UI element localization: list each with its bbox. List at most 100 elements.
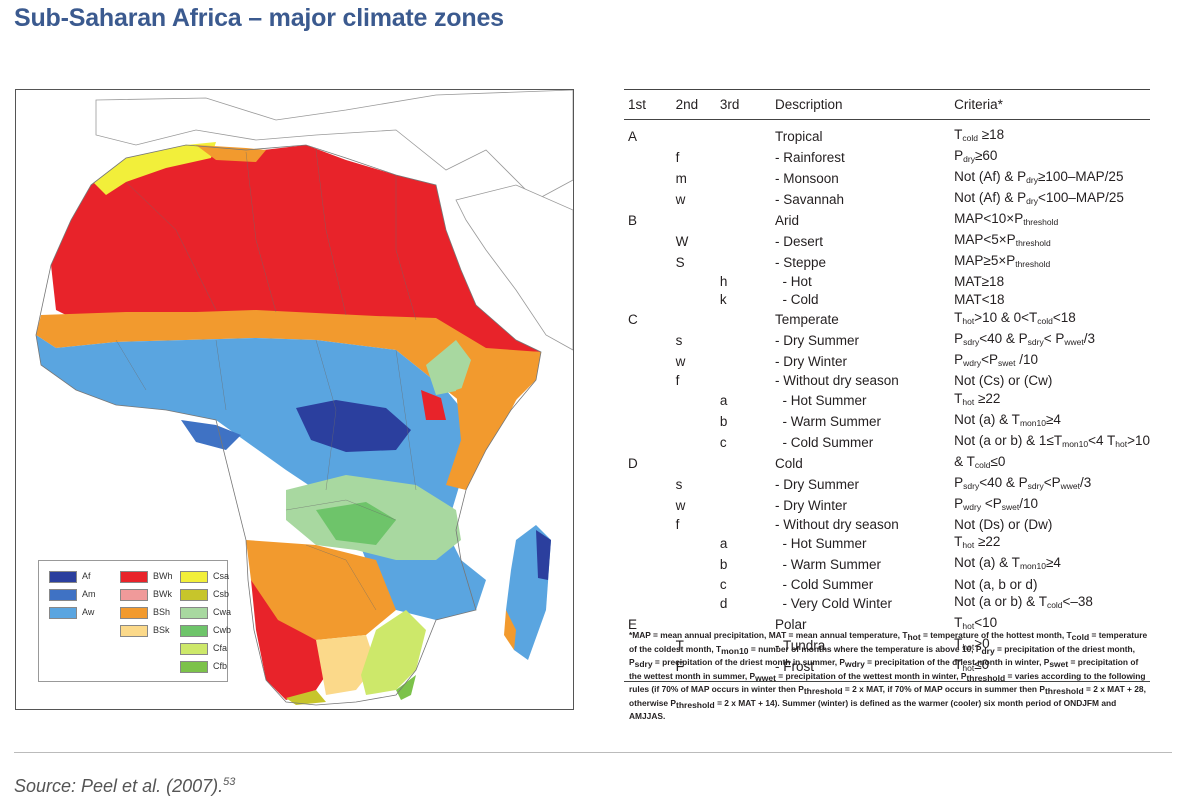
formula-text: <100–MAP/25 xyxy=(1037,190,1124,205)
code-cell xyxy=(672,411,716,432)
code-cell: f xyxy=(675,373,680,389)
subscript: hot xyxy=(962,396,975,407)
code-cell xyxy=(672,533,716,554)
formula-text: Not (a) & T xyxy=(954,411,1020,427)
description-cell: - Dry Summer xyxy=(774,476,859,492)
criteria-cell: Thot≤0 xyxy=(950,656,1150,683)
subscript: cold xyxy=(1037,315,1053,326)
zone-cfb-east xyxy=(361,610,426,695)
criteria-footnote: *MAP = mean annual precipitation, MAT = … xyxy=(629,630,1153,723)
formula-text: /10 xyxy=(1015,351,1039,367)
formula-text: T xyxy=(954,657,963,673)
subscript: hot xyxy=(962,642,975,653)
code-cell: C xyxy=(628,311,638,327)
page-title: Sub-Saharan Africa – major climate zones xyxy=(14,4,504,32)
table-row: h - Hot MAT≥18 xyxy=(624,273,1150,291)
subscript: cold xyxy=(974,459,991,470)
code-cell xyxy=(716,516,771,534)
code-cell xyxy=(672,593,716,614)
formula-text: Not (a) & T xyxy=(954,555,1020,571)
code-cell xyxy=(624,231,672,252)
code-cell xyxy=(716,189,771,210)
formula-text: /10 xyxy=(1019,495,1039,511)
criteria-cell: Thot ≥22 xyxy=(950,533,1150,554)
subscript: swet xyxy=(998,357,1016,368)
code-cell xyxy=(624,351,672,372)
col-description-header: Description xyxy=(770,89,951,120)
code-cell xyxy=(672,291,716,309)
zone-cwb-south xyxy=(316,502,396,545)
subscript: threshold xyxy=(803,686,843,696)
formula-text: /3 xyxy=(1079,474,1092,490)
code-cell: b xyxy=(719,557,728,573)
code-cell xyxy=(672,575,716,593)
description-cell: Polar xyxy=(774,617,807,633)
code-cell xyxy=(672,273,716,291)
formula-text: < P xyxy=(1043,330,1065,346)
subscript: cold xyxy=(1046,600,1063,611)
code-cell xyxy=(716,210,771,231)
criteria-cell: Psdry<40 & Psdry< Pwwet/3 xyxy=(950,330,1150,351)
subscript: hot xyxy=(1115,438,1128,449)
table-row: C Temperate Thot>10 & 0<Tcold<18 xyxy=(624,309,1150,330)
subscript: wwet xyxy=(1060,480,1080,491)
code-cell xyxy=(624,516,672,534)
table-row: T- Tundra Thot>0 xyxy=(624,635,1150,656)
code-cell xyxy=(716,372,771,390)
legend-code: Aw xyxy=(82,607,95,617)
code-cell: D xyxy=(628,455,638,471)
code-cell xyxy=(624,474,672,495)
legend-code: Cwa xyxy=(213,607,232,617)
table-row: S - Steppe MAP≥5×Pthreshold xyxy=(624,252,1150,273)
zone-cwb-ethiopia xyxy=(426,340,471,395)
formula-text: <10 xyxy=(974,615,998,631)
description-cell: - Frost xyxy=(770,656,951,683)
legend-swatch xyxy=(120,589,148,601)
code-cell: w xyxy=(675,353,686,369)
code-cell xyxy=(672,309,716,330)
map-legend: Af Am Aw BWh BWk BSh BSk Csa Csb Cwa Cwb Cfa Cfb xyxy=(38,560,232,682)
criteria-cell: Not (a) & Tmon10≥4 xyxy=(950,554,1150,575)
formula-text: Not (a or b) & T xyxy=(954,594,1047,610)
criteria-cell: Not (a) & Tmon10≥4 xyxy=(950,411,1150,432)
legend-swatch xyxy=(180,589,208,601)
code-cell: m xyxy=(675,171,687,186)
code-cell: f xyxy=(675,516,680,532)
code-cell xyxy=(624,575,672,593)
criteria-cell: MAP≥5×Pthreshold xyxy=(950,252,1150,273)
table-header-row: 1st 2nd 3rd Description Criteria* xyxy=(624,89,1150,120)
formula-text: = temperature of the coldest month, T xyxy=(629,630,1148,654)
legend-swatch xyxy=(180,625,208,637)
formula-text: <4 T xyxy=(1088,432,1116,448)
criteria-cell: Psdry<40 & Psdry<Pwwet/3 xyxy=(950,474,1150,495)
subscript: threshold xyxy=(1015,259,1051,269)
description-cell: Tropical xyxy=(774,129,823,144)
table-row: E Polar Thot<10 xyxy=(624,614,1150,635)
criteria-cell: Not (a or b) & 1≤Tmon10<4 Thot>10 xyxy=(950,432,1150,453)
description-cell: - Monsoon xyxy=(774,171,839,186)
formula-text: ≤0 xyxy=(990,453,1006,469)
formula-text: = number of months where the temperature… xyxy=(748,643,982,654)
legend-code: Am xyxy=(82,589,96,599)
zone-bsh-horn xyxy=(446,352,541,490)
criteria-cell: Not (Af) & Pdry<100–MAP/25 xyxy=(950,189,1150,210)
africa-coastline xyxy=(35,144,542,706)
formula-text: <P xyxy=(981,351,999,367)
code-cell: w xyxy=(675,497,686,513)
formula-text: P xyxy=(954,351,964,367)
subscript: hot xyxy=(962,621,975,632)
code-cell: h xyxy=(719,274,728,290)
formula-text: <P xyxy=(1043,474,1061,490)
formula-text: <P xyxy=(981,495,1002,511)
legend-swatch xyxy=(180,571,208,583)
zone-bsk-south xyxy=(316,635,376,695)
subscript: hot xyxy=(962,540,975,551)
source-ref: 53 xyxy=(223,776,236,788)
code-cell xyxy=(716,231,771,252)
subscript: hot xyxy=(962,663,975,674)
code-cell xyxy=(624,593,672,614)
subscript: dry xyxy=(981,645,995,656)
description-cell: - Very Cold Winter xyxy=(774,596,892,612)
zone-bwh-sahara xyxy=(51,145,541,352)
formula-text: MAP<5×P xyxy=(954,232,1016,247)
